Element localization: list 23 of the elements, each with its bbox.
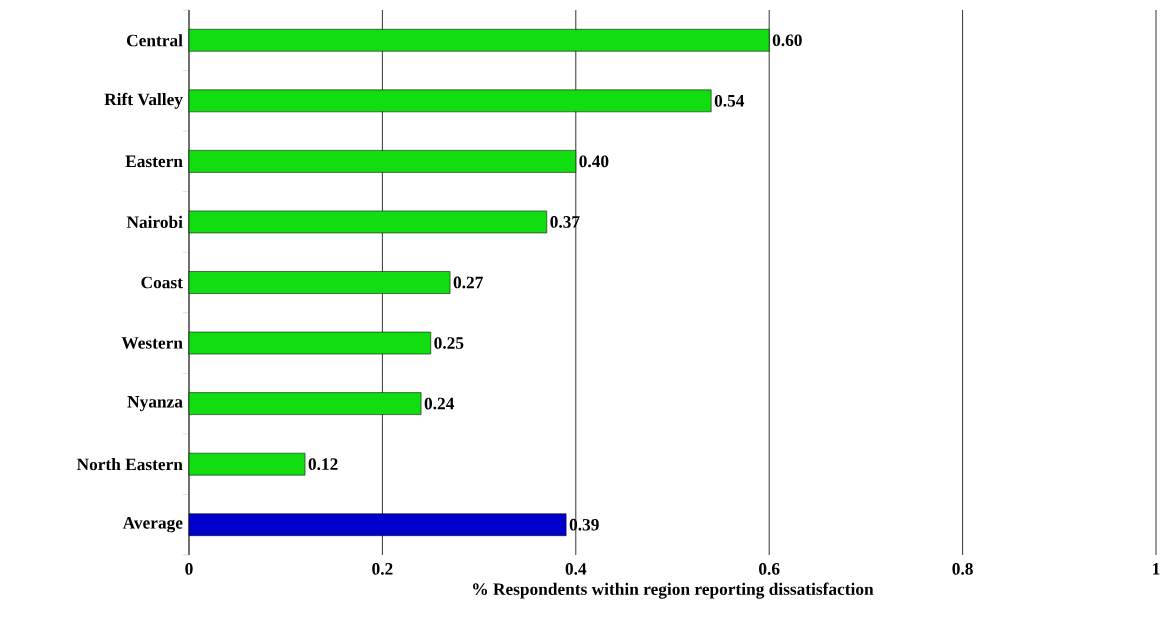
- x-tick-label: 0.8: [952, 563, 973, 575]
- x-tick-label: 0: [185, 563, 193, 575]
- x-tick-label: 0.6: [759, 563, 780, 575]
- y-tick-label: Western: [121, 337, 183, 349]
- x-tick-label: 0.4: [565, 563, 587, 575]
- data-label: 0.27: [453, 276, 483, 289]
- y-tick-label: North Eastern: [76, 458, 183, 471]
- x-tick-label: 0.2: [372, 563, 393, 575]
- y-tick-label: Nairobi: [126, 215, 183, 229]
- y-tick-label: Nyanza: [127, 396, 183, 412]
- y-tick-label: Average: [122, 517, 183, 533]
- x-tick-label: 1: [1153, 563, 1160, 575]
- data-label: 0.40: [579, 155, 609, 168]
- data-label: 0.60: [772, 34, 802, 47]
- y-tick-label: Eastern: [125, 155, 183, 168]
- y-tick-label: Coast: [141, 276, 183, 289]
- data-label: 0.24: [424, 397, 455, 410]
- x-axis-title: % Respondents within region reporting dissatisfaction: [473, 582, 874, 599]
- data-label: 0.25: [434, 337, 464, 349]
- y-tick-label: Rift Valley: [104, 92, 183, 109]
- data-label: 0.54: [714, 94, 745, 107]
- y-tick-label: Central: [127, 34, 183, 47]
- data-label: 0.12: [308, 458, 338, 471]
